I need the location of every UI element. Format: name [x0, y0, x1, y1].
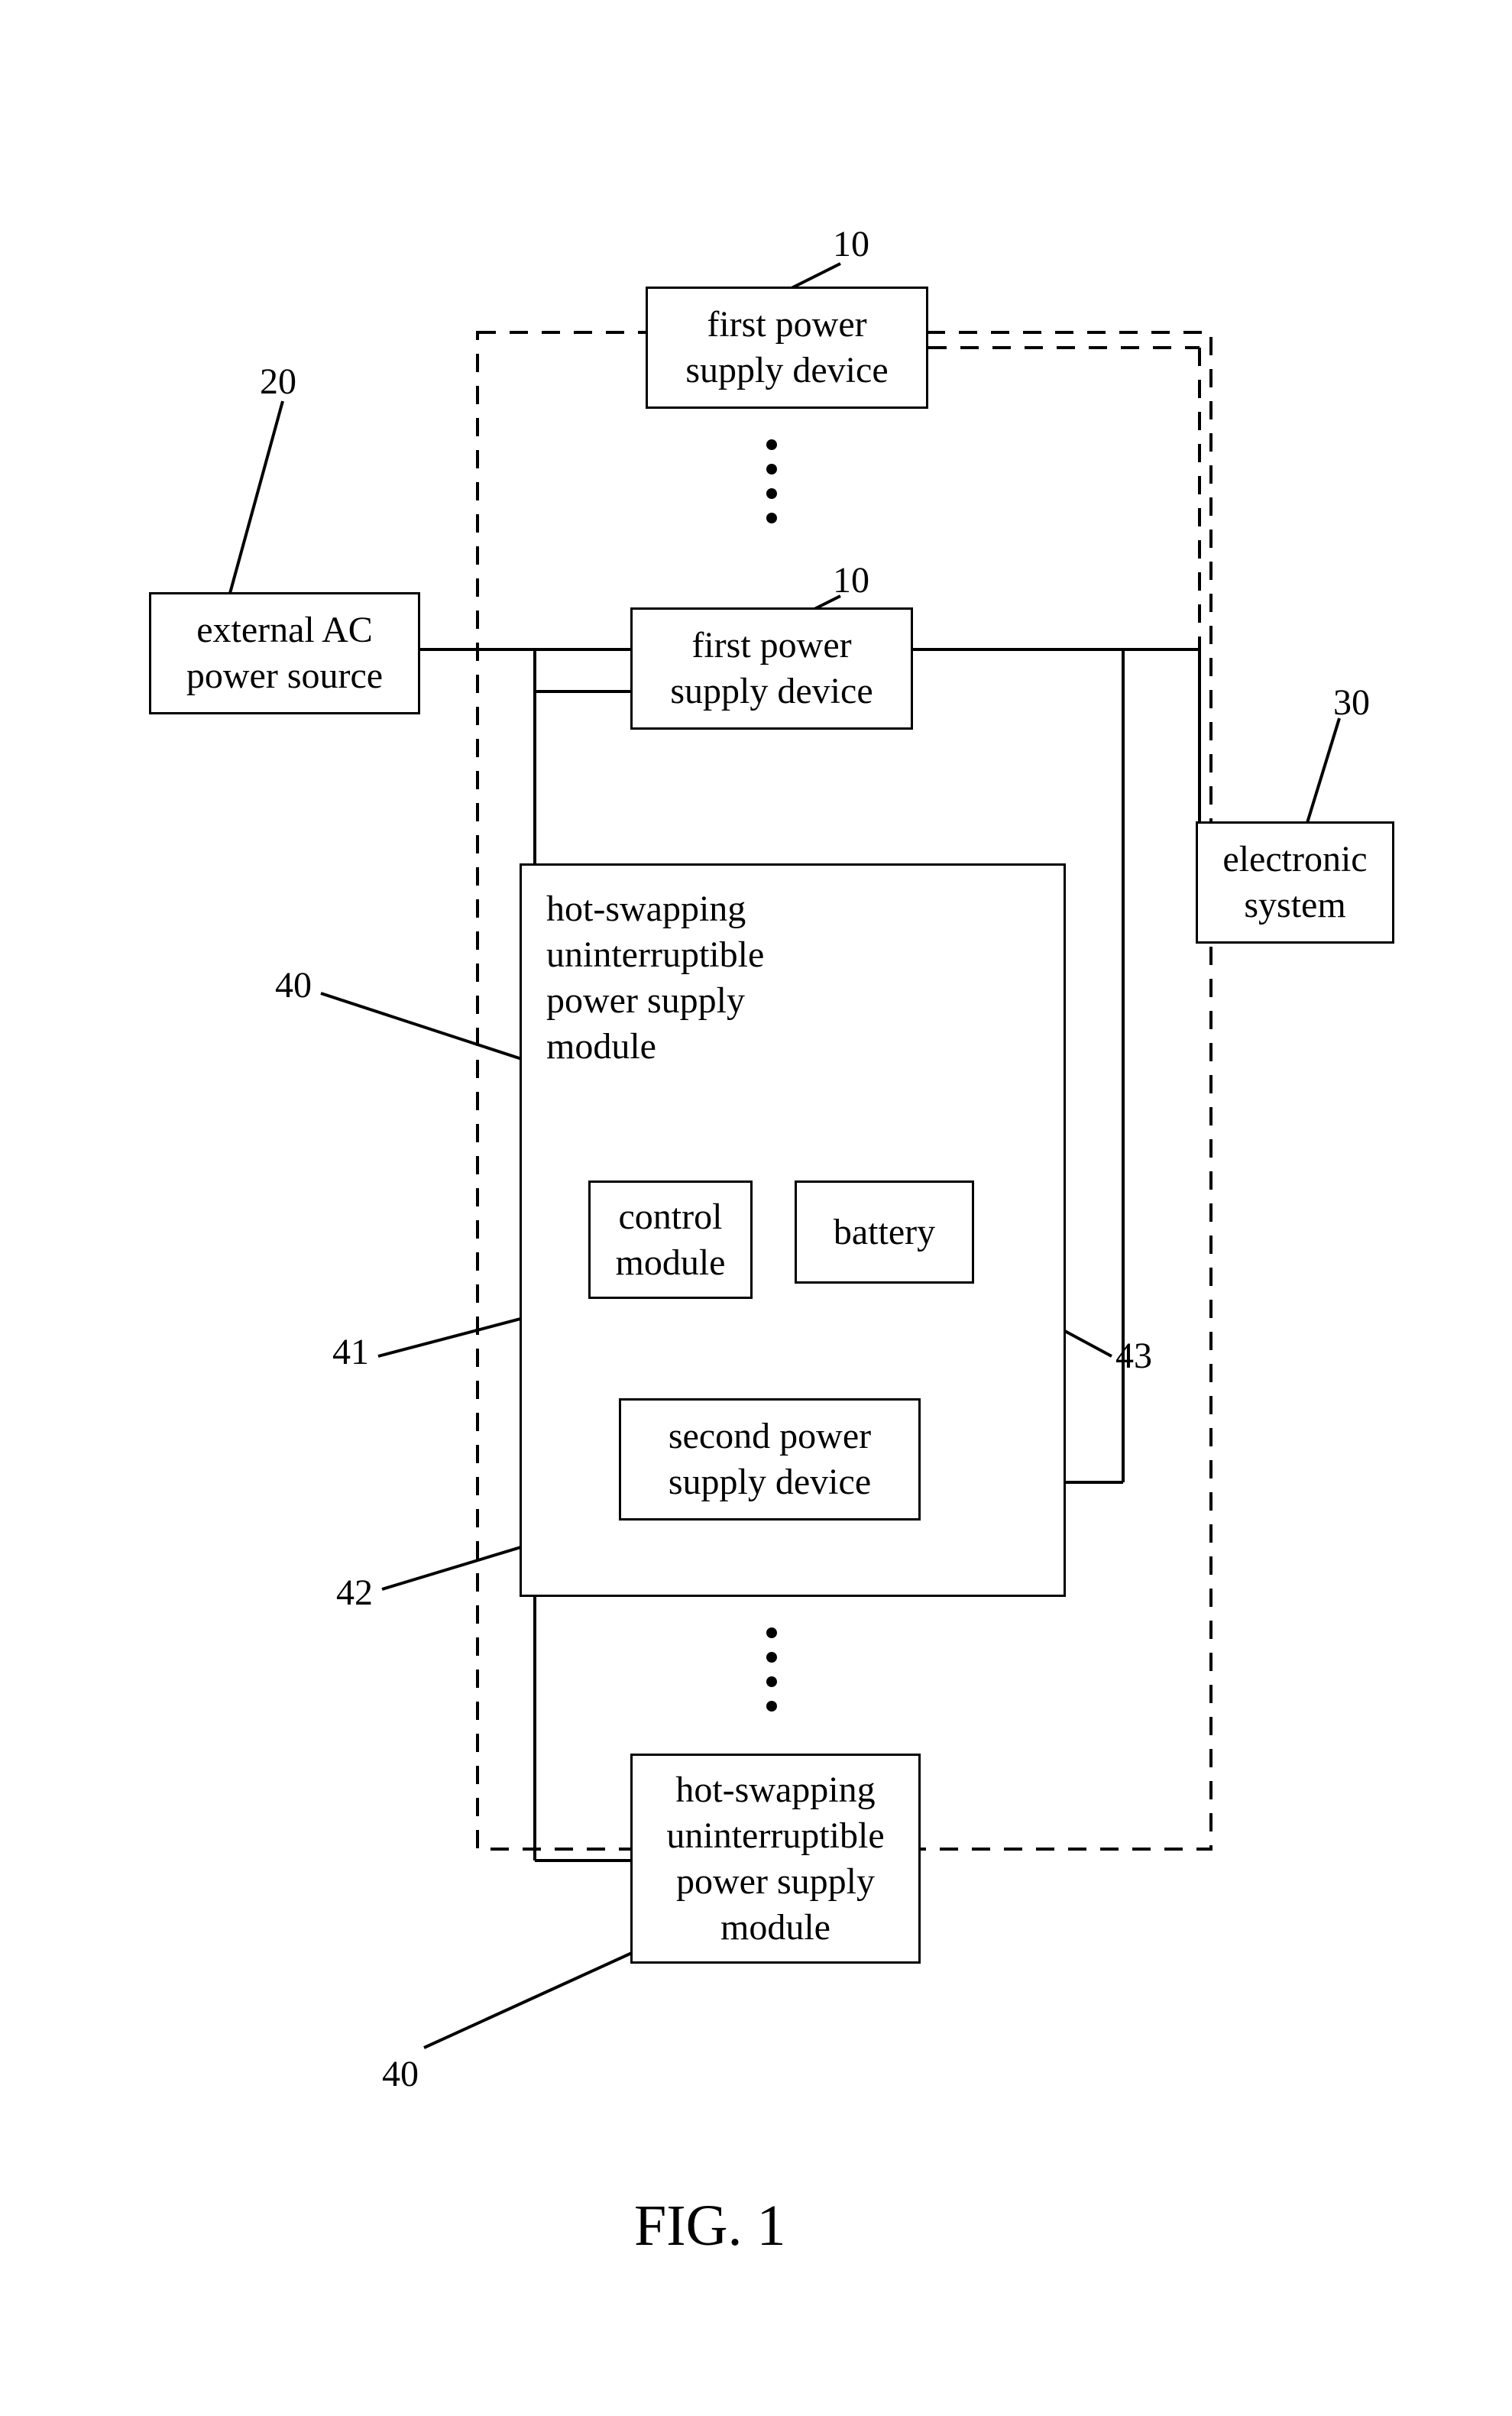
ref-41: 41 [332, 1329, 369, 1375]
second-power-supply-box: second powersupply device [619, 1398, 921, 1521]
battery-label: battery [834, 1210, 935, 1255]
battery-box: battery [795, 1180, 974, 1284]
control-module-box: controlmodule [588, 1180, 753, 1299]
diagram-canvas: first powersupply device first powersupp… [0, 0, 1512, 2416]
first-power-supply-top-label: first powersupply device [685, 302, 888, 393]
control-module-label: controlmodule [616, 1194, 726, 1286]
ref-40-top: 40 [275, 963, 312, 1009]
hot-swapping-ups-module-small-label: hot-swappinguninterruptiblepower supplym… [666, 1767, 884, 1951]
first-power-supply-bottom-box: first powersupply device [630, 607, 913, 730]
ref-20: 20 [260, 359, 296, 405]
ref-42: 42 [336, 1570, 373, 1616]
ref-40-bottom: 40 [382, 2052, 419, 2097]
external-ac-label: external ACpower source [186, 607, 383, 699]
vertical-ellipsis-icon [766, 1627, 777, 1712]
ref-30: 30 [1333, 680, 1370, 726]
figure-label: FIG. 1 [634, 2193, 785, 2259]
ref-43: 43 [1115, 1333, 1152, 1379]
vertical-ellipsis-icon [766, 439, 777, 523]
first-power-supply-top-box: first powersupply device [646, 287, 928, 409]
ref-10-bottom: 10 [833, 558, 869, 604]
second-power-supply-label: second powersupply device [669, 1414, 871, 1505]
hot-swapping-ups-module-label: hot-swappinguninterruptiblepower supplym… [546, 886, 764, 1070]
external-ac-power-source-box: external ACpower source [149, 592, 420, 714]
first-power-supply-bottom-label: first powersupply device [670, 623, 873, 714]
hot-swapping-ups-module-small-box: hot-swappinguninterruptiblepower supplym… [630, 1754, 921, 1964]
ref-10-top: 10 [833, 222, 869, 267]
electronic-system-label: electronicsystem [1222, 837, 1367, 928]
electronic-system-box: electronicsystem [1196, 821, 1394, 944]
